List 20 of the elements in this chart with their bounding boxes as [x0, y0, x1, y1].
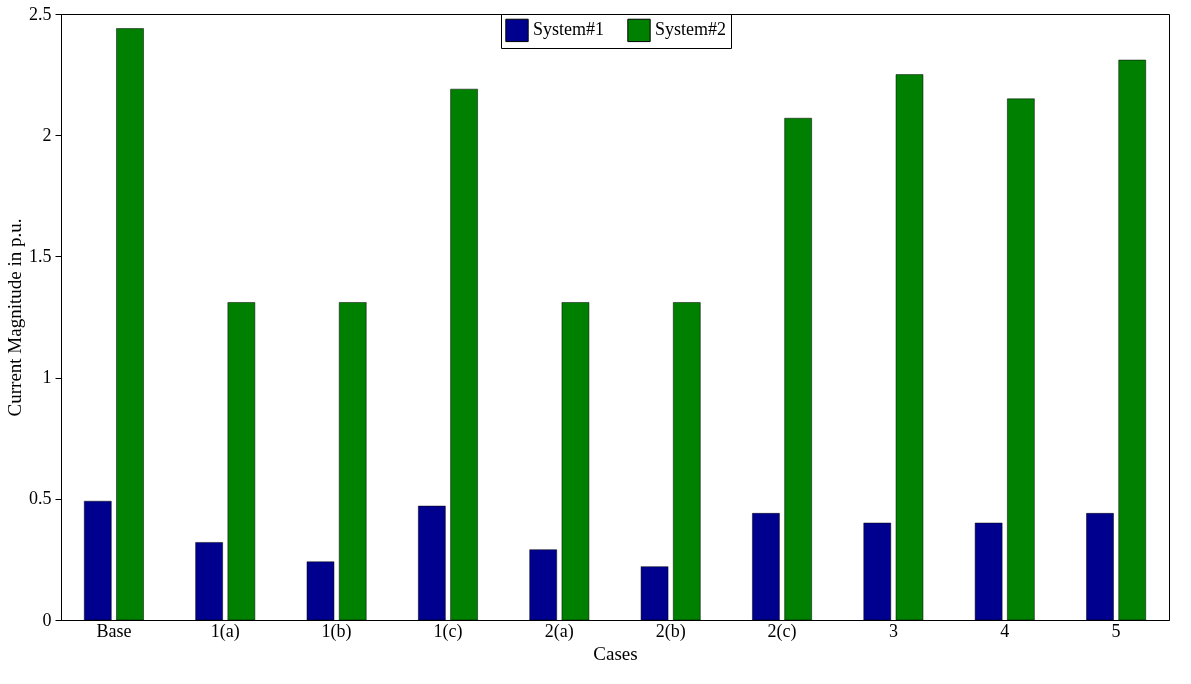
- x-tick-label: 4: [1000, 620, 1010, 641]
- legend-label: System#1: [533, 19, 605, 40]
- legend-label: System#2: [655, 19, 727, 40]
- y-tick-label: 2: [42, 124, 52, 145]
- x-tick-label: 1(a): [210, 620, 240, 642]
- x-tick-label: 2(c): [767, 620, 797, 642]
- x-tick-label: 1(c): [433, 620, 463, 642]
- y-tick-label: 0: [42, 609, 52, 630]
- x-tick-label: 2(a): [544, 620, 574, 642]
- y-axis-title: Current Magnitude in p.u.: [4, 218, 25, 417]
- x-axis-title: Cases: [593, 642, 638, 664]
- x-tick-label: Base: [96, 620, 132, 641]
- y-tick-label: 2.5: [29, 3, 52, 24]
- y-tick-label: 1: [42, 367, 52, 388]
- x-tick-label: 3: [888, 620, 898, 641]
- x-tick-label: 2(b): [655, 620, 686, 642]
- y-tick-label: 0.5: [29, 488, 52, 509]
- y-tick-label: 1.5: [29, 245, 52, 266]
- x-tick-label: 5: [1111, 620, 1121, 641]
- x-tick-label: 1(b): [321, 620, 352, 642]
